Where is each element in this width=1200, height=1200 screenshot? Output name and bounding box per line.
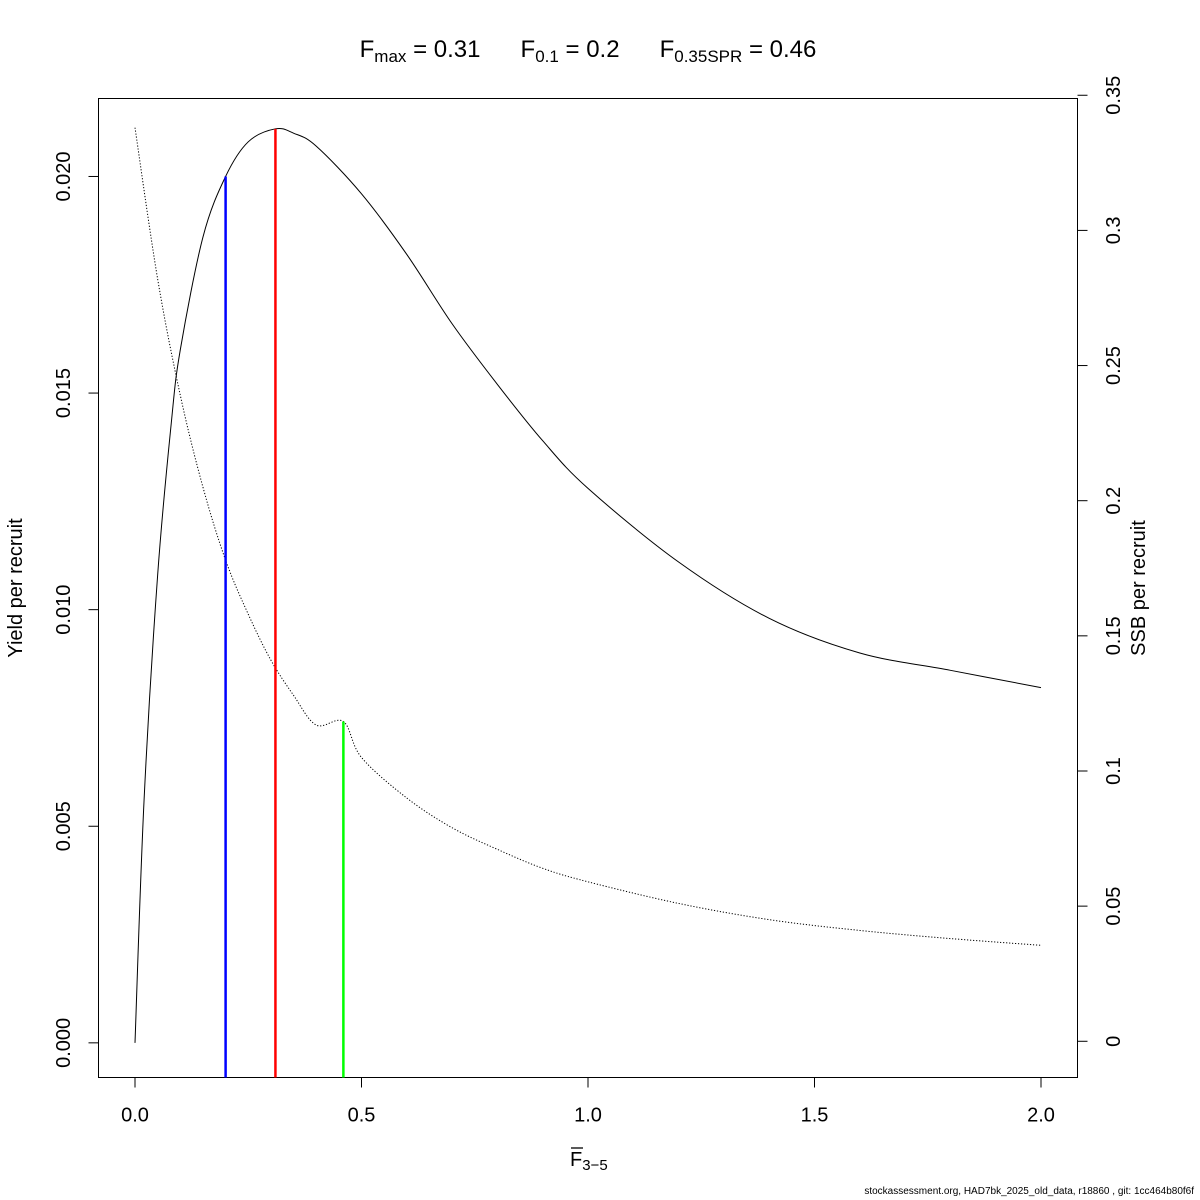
y-left-tick-label: 0.015 — [53, 368, 75, 418]
x-tick-label: 2.0 — [1027, 1105, 1055, 1127]
y-left-tick-label: 0.020 — [53, 151, 75, 201]
y-left-tick-label: 0.010 — [53, 585, 75, 635]
title-f01-symbol: F — [521, 36, 536, 63]
title-fmax-symbol: F — [360, 36, 375, 63]
x-tick-label: 1.0 — [574, 1105, 602, 1127]
y-right-axis: 0 0.05 0.1 0.15 0.2 0.25 0.3 0.35 — [1077, 76, 1125, 1047]
title-fspr-sub: 0.35SPR — [674, 47, 742, 66]
y-right-tick-label: 0.05 — [1103, 887, 1125, 926]
y-right-tick-label: 0.25 — [1103, 346, 1125, 385]
y-right-tick-label: 0.3 — [1103, 216, 1125, 244]
title-fmax-sub: max — [374, 47, 407, 66]
title-f01-sub: 0.1 — [535, 47, 559, 66]
x-tick-label: 0.0 — [121, 1105, 149, 1127]
x-axis-label-sub: 3−5 — [582, 1157, 607, 1174]
plot-frame — [98, 98, 1078, 1078]
y-right-tick-label: 0.35 — [1103, 76, 1125, 115]
y-right-tick-label: 0 — [1103, 1036, 1125, 1047]
y-left-axis: 0.000 0.005 0.010 0.015 0.020 — [53, 151, 99, 1068]
yield-per-recruit-line — [134, 127, 1042, 1043]
y-right-tick-label: 0.1 — [1103, 757, 1125, 785]
title-fspr-symbol: F — [660, 36, 675, 63]
x-axis: 0.0 0.5 1.0 1.5 2.0 — [121, 1077, 1055, 1127]
ssb-per-recruit-line — [134, 127, 1042, 946]
x-axis-label: F3−5 — [570, 1147, 608, 1174]
y-right-axis-label: SSB per recruit — [1128, 520, 1150, 656]
chart-title: Fmax = 0.31 F0.1 = 0.2 F0.35SPR = 0.46 — [360, 36, 817, 66]
x-tick-label: 0.5 — [348, 1105, 376, 1127]
title-fmax-value: 0.31 — [434, 36, 481, 63]
svg-text:F3−5: F3−5 — [570, 1149, 608, 1174]
y-right-tick-label: 0.15 — [1103, 616, 1125, 655]
y-left-tick-label: 0.000 — [53, 1018, 75, 1068]
reference-lines — [224, 128, 345, 1078]
title-f01-value: 0.2 — [586, 36, 619, 63]
y-left-tick-label: 0.005 — [53, 801, 75, 851]
title-fspr-value: 0.46 — [770, 36, 817, 63]
x-tick-label: 1.5 — [801, 1105, 829, 1127]
series-layer — [134, 127, 1042, 1043]
y-right-tick-label: 0.2 — [1103, 487, 1125, 515]
y-left-axis-label: Yield per recruit — [5, 518, 27, 658]
footer-source: stockassessment.org, HAD7bk_2025_old_dat… — [864, 1186, 1194, 1197]
x-axis-label-symbol: F — [570, 1149, 582, 1171]
